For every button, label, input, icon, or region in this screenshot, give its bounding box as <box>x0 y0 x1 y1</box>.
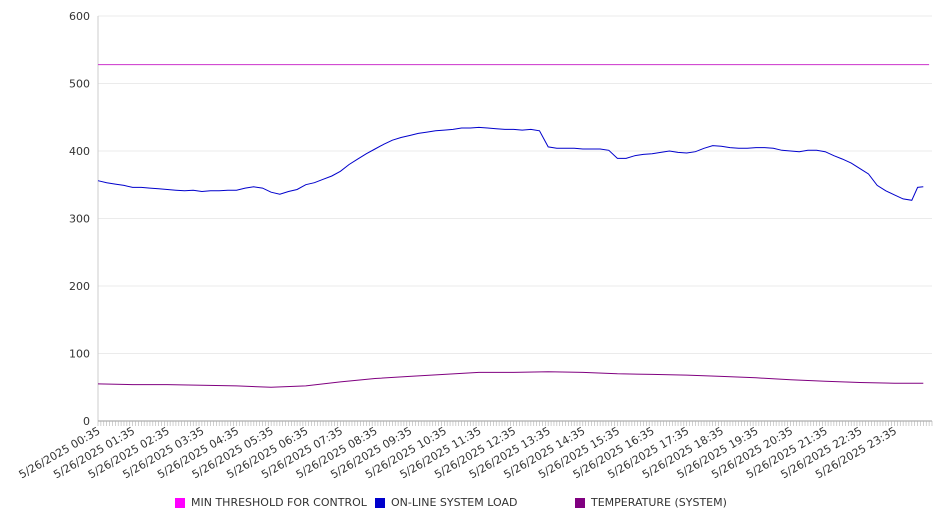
legend-swatch <box>175 497 185 508</box>
series-line-2 <box>97 371 924 388</box>
series-line-1 <box>97 126 924 201</box>
axes <box>97 16 932 422</box>
legend-label: MIN THRESHOLD FOR CONTROL <box>191 496 367 509</box>
legend-label: ON-LINE SYSTEM LOAD <box>391 496 518 509</box>
legend-label: TEMPERATURE (SYSTEM) <box>591 496 727 509</box>
legend: MIN THRESHOLD FOR CONTROL ON-LINE SYSTEM… <box>0 496 946 514</box>
y-tick-label: 600 <box>69 10 90 23</box>
y-tick-label: 300 <box>69 213 90 226</box>
y-tick-label: 200 <box>69 280 90 293</box>
y-tick-label: 100 <box>69 348 90 361</box>
legend-swatch <box>375 497 385 508</box>
y-tick-label: 500 <box>69 78 90 91</box>
legend-swatch <box>575 497 585 508</box>
y-axis-ticks: 0 100 200 300 400 500 600 <box>69 10 90 428</box>
legend-item-min-threshold[interactable]: MIN THRESHOLD FOR CONTROL <box>175 496 367 509</box>
y-tick-label: 0 <box>83 415 90 428</box>
legend-item-system-load[interactable]: ON-LINE SYSTEM LOAD <box>375 496 517 509</box>
grid-lines <box>98 15 932 354</box>
y-tick-label: 400 <box>69 145 90 158</box>
legend-item-temperature[interactable]: TEMPERATURE (SYSTEM) <box>575 496 727 509</box>
x-axis-ticks: 5/26/2025 00:355/26/2025 01:355/26/2025 … <box>17 421 933 481</box>
series-lines <box>97 64 930 388</box>
